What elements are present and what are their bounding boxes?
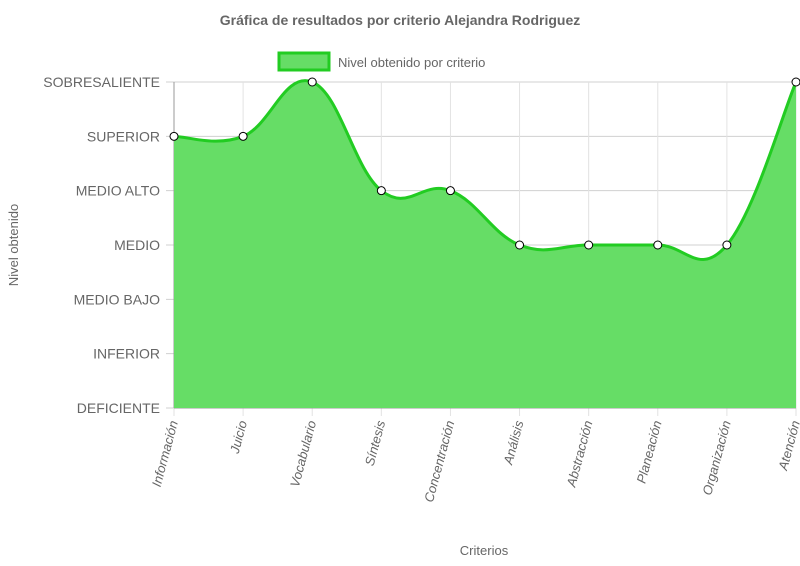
area-layer — [169, 77, 800, 408]
legend-label: Nivel obtenido por criterio — [338, 55, 485, 70]
data-point[interactable] — [238, 131, 248, 141]
data-point[interactable] — [722, 240, 732, 250]
x-tick-label: Abstracción — [563, 419, 595, 489]
y-tick-label: INFERIOR — [93, 346, 160, 362]
x-tick-label: Concentración — [421, 419, 457, 504]
x-tick-label: Información — [149, 419, 181, 488]
data-point[interactable] — [584, 240, 594, 250]
data-point[interactable] — [445, 186, 455, 196]
data-point[interactable] — [307, 77, 317, 87]
y-tick-label: MEDIO — [114, 237, 160, 253]
series-line — [173, 79, 798, 261]
y-tick-label: DEFICIENTE — [77, 400, 160, 416]
y-tick-label: SOBRESALIENTE — [43, 74, 160, 90]
legend[interactable]: Nivel obtenido por criterio — [277, 51, 485, 72]
y-tick-label: MEDIO ALTO — [76, 183, 160, 199]
y-tick-label: MEDIO BAJO — [74, 291, 160, 307]
y-tick-labels: DEFICIENTE INFERIOR MEDIO BAJO MEDIO MEDIO A… — [43, 74, 160, 416]
data-point[interactable] — [791, 77, 800, 87]
y-axis-title: Nivel obtenido — [6, 204, 21, 286]
legend-swatch — [277, 51, 331, 72]
data-point[interactable] — [376, 186, 386, 196]
x-tick-label: Síntesis — [362, 418, 389, 467]
x-axis-title: Criterios — [460, 543, 509, 558]
chart-title: Gráfica de resultados por criterio Aleja… — [220, 12, 580, 28]
x-tick-label: Vocabulario — [287, 419, 319, 489]
data-point[interactable] — [515, 240, 525, 250]
x-tick-label: Análisis — [500, 418, 526, 467]
x-tick-label: Organización — [699, 419, 733, 497]
y-tick-label: SUPERIOR — [87, 128, 160, 144]
x-tick-label: Juicio — [227, 419, 250, 456]
x-tick-label: Planeación — [634, 419, 665, 485]
x-tick-label: Atención — [775, 419, 800, 473]
data-point[interactable] — [169, 131, 179, 141]
x-tick-labels: Información Juicio Vocabulario Síntesis Conc… — [149, 418, 800, 503]
data-point[interactable] — [653, 240, 663, 250]
series-area — [174, 80, 796, 408]
